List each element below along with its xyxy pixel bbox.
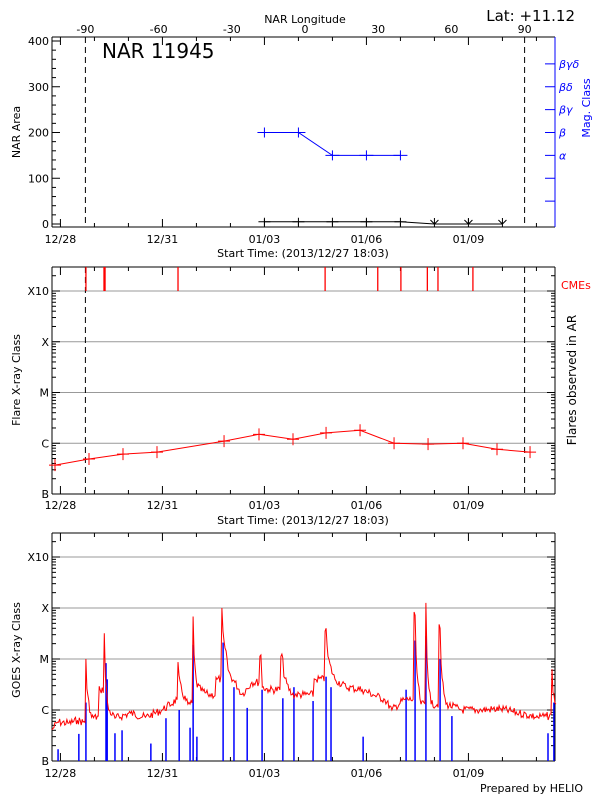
y-tick-label: C <box>41 437 49 450</box>
x-tick-label: 12/31 <box>147 499 179 512</box>
y-tick-label: B <box>41 755 49 768</box>
area-upper-limit-arrow <box>498 218 507 225</box>
x-tick-label: 01/03 <box>249 499 281 512</box>
x-tick-label: 12/28 <box>45 499 77 512</box>
y-tick-label: X10 <box>27 551 49 564</box>
y-axis-label: NAR Area <box>10 106 23 158</box>
y-tick-label: M <box>40 387 50 400</box>
top-axis-label: NAR Longitude <box>264 13 346 26</box>
mag-class-label: β <box>558 127 566 140</box>
x-tick-label: 01/09 <box>453 233 485 246</box>
mag-class-point <box>393 150 408 161</box>
cme-label: CMEs <box>561 279 591 292</box>
mag-class-point <box>257 127 272 138</box>
goes-flux-line <box>51 602 557 731</box>
flare-point <box>82 452 95 465</box>
y-tick-label: 300 <box>28 81 49 94</box>
area-upper-limit-arrow <box>430 218 439 225</box>
panel-title: NAR 11945 <box>102 39 215 63</box>
x-axis-label: Start Time: (2013/12/27 18:03) <box>217 514 389 527</box>
longitude-tick-label: -30 <box>223 23 241 36</box>
flare-point <box>524 446 537 459</box>
y-axis-label: Flare X-ray Class <box>10 334 23 426</box>
area-point <box>360 217 373 226</box>
longitude-tick-label: 60 <box>444 23 458 36</box>
flare-point <box>218 435 231 448</box>
x-tick-label: 12/28 <box>45 767 77 780</box>
longitude-tick-label: 90 <box>518 23 532 36</box>
longitude-tick-label: 30 <box>371 23 385 36</box>
area-point <box>258 217 271 226</box>
longitude-tick-label: 0 <box>302 23 309 36</box>
footer-credit: Prepared by HELIO <box>480 782 583 795</box>
longitude-tick-label: -90 <box>76 23 94 36</box>
area-point <box>292 217 305 226</box>
x-tick-label: 01/09 <box>453 499 485 512</box>
x-tick-label: 01/03 <box>249 767 281 780</box>
flare-point <box>48 459 61 472</box>
y2-axis-label: Flares observed in AR <box>565 315 579 445</box>
x-tick-label: 12/31 <box>147 233 179 246</box>
flare-point <box>320 426 333 439</box>
area-point <box>326 217 339 226</box>
mag-class-label: βγ <box>558 104 573 117</box>
x-tick-label: 01/06 <box>351 499 383 512</box>
area-point <box>394 217 407 226</box>
nar-area-panel: NAR Longitude Lat: +11.12 NAR 11945 NAR … <box>10 7 593 260</box>
y-tick-label: B <box>41 488 49 501</box>
y-tick-label: X <box>41 336 49 349</box>
latitude-label: Lat: +11.12 <box>486 7 575 25</box>
mag-class-point <box>291 127 306 138</box>
longitude-tick-label: -60 <box>150 23 168 36</box>
flare-point <box>354 424 367 437</box>
flare-point <box>490 443 503 456</box>
x-tick-label: 12/28 <box>45 233 77 246</box>
y-tick-label: X10 <box>27 285 49 298</box>
x-tick-label: 01/06 <box>351 233 383 246</box>
x-tick-label: 12/31 <box>147 767 179 780</box>
mag-class-label: α <box>559 149 567 162</box>
y-axis-label: GOES X-ray Class <box>10 602 23 698</box>
y-tick-label: C <box>41 704 49 717</box>
mag-class-label: βδ <box>558 81 573 94</box>
area-upper-limit-arrow <box>464 218 473 225</box>
flare-point <box>456 437 469 450</box>
x-axis-label: Start Time: (2013/12/27 18:03) <box>217 247 389 260</box>
x-tick-label: 01/09 <box>453 767 485 780</box>
y-tick-label: 400 <box>28 35 49 48</box>
flare-point <box>388 437 401 450</box>
goes-xray-panel: GOES X-ray Class Prepared by HELIO B C M X X… <box>10 532 583 795</box>
y-tick-label: X <box>41 602 49 615</box>
y-tick-label: M <box>40 653 50 666</box>
mag-class-point <box>359 150 374 161</box>
flare-point <box>116 448 129 461</box>
y-tick-label: 200 <box>28 127 49 140</box>
y2-axis-label: Mag. Class <box>580 78 593 137</box>
y-tick-label: 100 <box>28 172 49 185</box>
flare-point <box>252 428 265 441</box>
flare-point <box>286 433 299 446</box>
mag-class-label: βγδ <box>558 58 580 71</box>
flare-point <box>150 446 163 459</box>
y-tick-label: 0 <box>42 218 49 231</box>
mag-class-point <box>325 150 340 161</box>
x-tick-label: 01/03 <box>249 233 281 246</box>
flare-class-panel: Flare X-ray Class Flares observed in AR … <box>10 266 591 527</box>
x-tick-label: 01/06 <box>351 767 383 780</box>
flare-point <box>422 438 435 451</box>
